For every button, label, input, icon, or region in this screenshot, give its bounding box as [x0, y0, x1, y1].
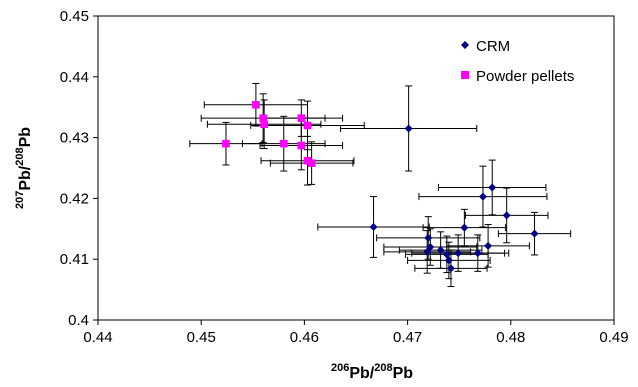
powder-pellet-point	[303, 121, 312, 130]
x-tick-label: 0.49	[599, 329, 628, 346]
crm-point	[436, 246, 445, 255]
y-axis-title-base2: Pb	[17, 127, 34, 148]
legend-crm-marker	[461, 41, 469, 49]
crm-point	[460, 223, 469, 232]
plot-frame	[97, 15, 615, 321]
x-tick-label: 0.45	[187, 329, 216, 346]
x-tick-label: 0.46	[290, 329, 319, 346]
powder-pellet-point	[259, 114, 267, 122]
y-tick-label: 0.42	[60, 190, 89, 207]
powder-pellet-point	[303, 156, 312, 165]
y-axis-title-base1: Pb/	[17, 165, 34, 190]
x-tick-label: 0.44	[83, 329, 112, 346]
data-markers	[222, 100, 539, 273]
x-axis-title-sup1: 206	[331, 362, 349, 374]
crm-point	[424, 233, 433, 242]
powder-pellet-point	[297, 114, 306, 122]
crm-point	[530, 229, 539, 238]
crm-point	[488, 183, 497, 192]
crm-point	[446, 264, 455, 273]
y-tick-label: 0.41	[60, 251, 89, 268]
x-axis-title-base2: Pb	[393, 365, 414, 382]
y-axis-title: 207Pb/208Pb	[14, 127, 34, 209]
powder-pellet-point	[279, 139, 288, 148]
y-axis-title-sup1: 207	[14, 191, 26, 209]
crm-point	[404, 124, 413, 133]
plot-area	[97, 15, 615, 321]
crm-point	[369, 222, 378, 231]
y-tick-label: 0.43	[60, 130, 89, 147]
powder-pellet-point	[297, 141, 306, 150]
legend: CRM Powder pellets	[461, 38, 574, 85]
powder-pellet-point	[222, 139, 230, 148]
legend-crm-label: CRM	[476, 38, 510, 55]
crm-point	[444, 256, 453, 265]
crm-point	[442, 250, 451, 259]
crm-point	[423, 247, 432, 256]
crm-point	[478, 192, 487, 201]
x-tick-label: 0.48	[496, 329, 525, 346]
x-axis-title-sup2: 208	[374, 362, 392, 374]
powder-pellet-point	[260, 120, 268, 129]
x-axis-title-base1: Pb/	[349, 365, 374, 382]
legend-powder-marker	[461, 71, 469, 79]
crm-point	[502, 211, 511, 220]
y-tick-label: 0.44	[60, 69, 89, 86]
powder-pellet-point	[252, 100, 260, 109]
crm-point	[454, 249, 463, 258]
x-axis-title: 206Pb/208Pb	[331, 362, 413, 382]
crm-point	[484, 241, 493, 250]
y-tick-label: 0.4	[68, 312, 89, 329]
powder-pellet-point	[307, 159, 316, 167]
x-axis-ticks: 0.44 0.45 0.46 0.47 0.48 0.49	[83, 320, 629, 346]
x-tick-label: 0.47	[393, 329, 422, 346]
legend-powder-label: Powder pellets	[476, 68, 574, 85]
y-axis-ticks: 0.4 0.41 0.42 0.43 0.44 0.45	[60, 8, 98, 329]
y-tick-label: 0.45	[60, 8, 89, 25]
y-axis-title-sup2: 208	[14, 147, 26, 165]
crm-point	[473, 249, 482, 258]
